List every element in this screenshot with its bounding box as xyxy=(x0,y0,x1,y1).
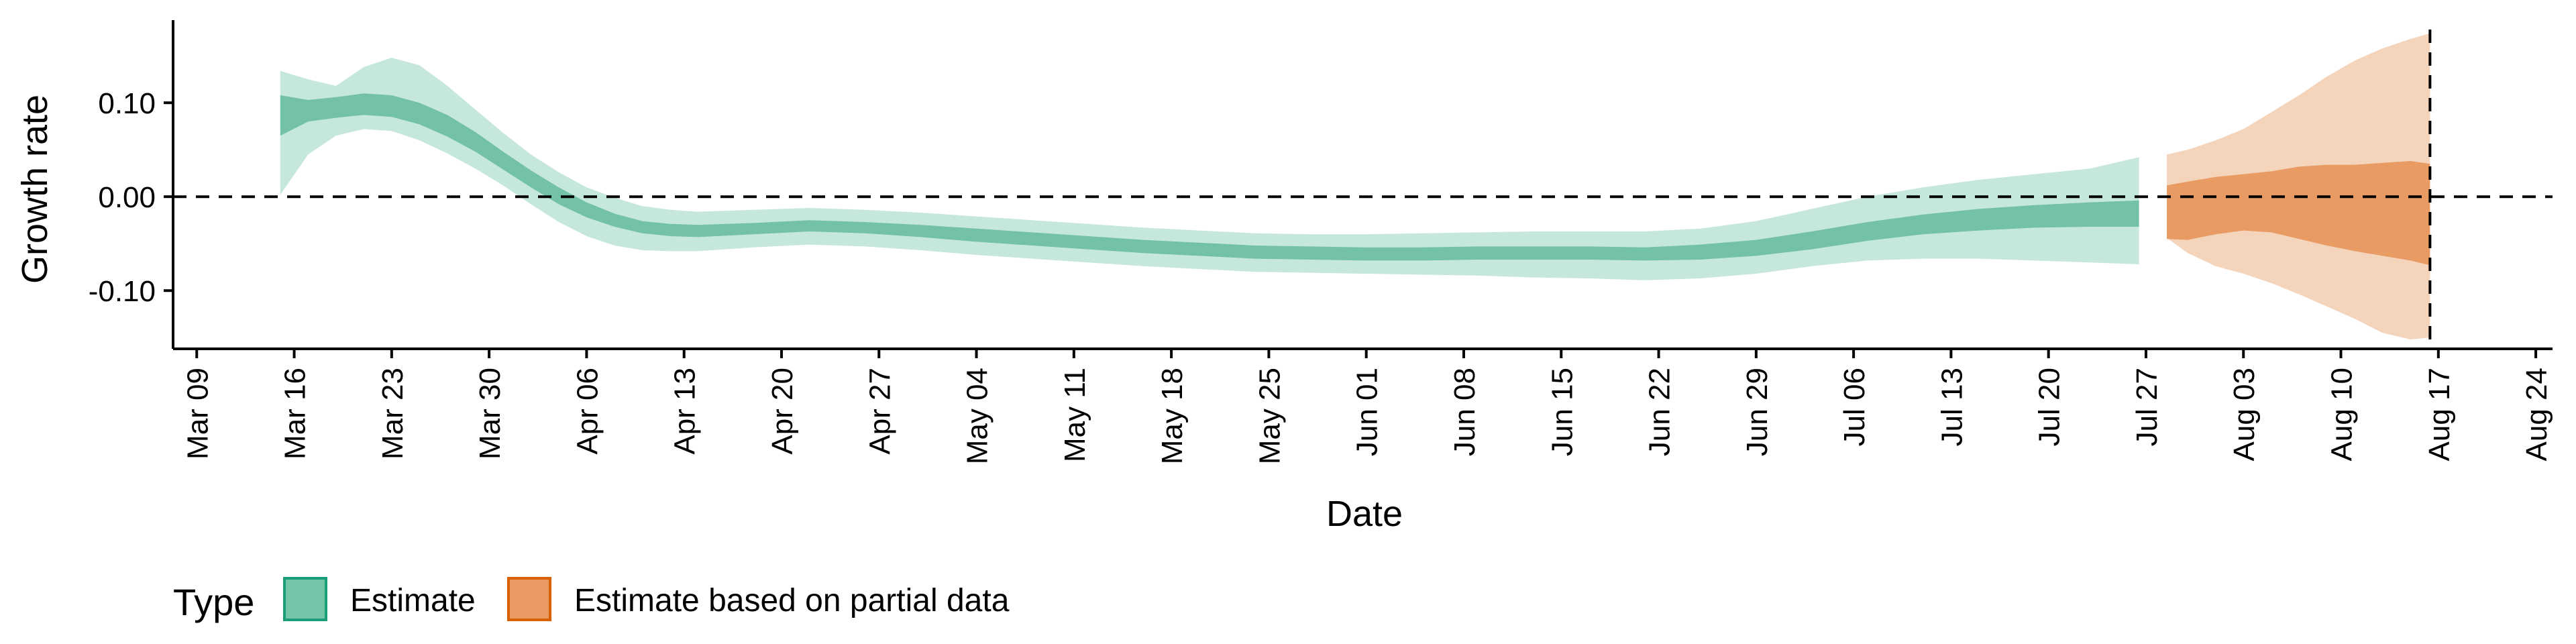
x-tick-label: Aug 03 xyxy=(2228,368,2261,461)
x-tick-label: Apr 27 xyxy=(863,368,896,455)
x-tick-label: Mar 23 xyxy=(376,368,409,460)
x-tick-label: Mar 30 xyxy=(474,368,506,460)
legend-key-partial xyxy=(507,577,551,621)
legend-label-estimate: Estimate xyxy=(350,583,476,619)
x-tick-label: May 18 xyxy=(1156,368,1189,464)
x-tick-label: Jun 01 xyxy=(1351,368,1384,456)
x-tick-label: Mar 16 xyxy=(279,368,312,460)
axes xyxy=(164,20,2553,358)
x-tick-label: Jun 29 xyxy=(1741,368,1774,456)
legend-title: Type xyxy=(173,581,254,623)
x-tick-label: May 25 xyxy=(1253,368,1286,464)
y-tick-label: 0.00 xyxy=(98,181,156,214)
x-tick-label: Aug 10 xyxy=(2326,368,2359,461)
y-tick-labels: 0.10 0.00 -0.10 xyxy=(89,87,156,308)
x-tick-label: May 04 xyxy=(961,368,994,464)
x-tick-label: Apr 06 xyxy=(571,368,604,455)
y-tick-label: -0.10 xyxy=(89,275,156,308)
x-tick-label: Jul 20 xyxy=(2033,368,2066,446)
partial-estimate-inner-band xyxy=(2167,161,2430,266)
x-tick-label: Jun 22 xyxy=(1644,368,1676,456)
x-tick-label: Apr 20 xyxy=(766,368,799,455)
y-axis-title: Growth rate xyxy=(15,95,55,284)
y-tick-label: 0.10 xyxy=(98,87,156,120)
x-tick-label: Jul 06 xyxy=(1838,368,1871,446)
x-axis-title: Date xyxy=(1326,494,1403,534)
x-tick-label: Jul 13 xyxy=(1935,368,1968,446)
x-tick-label: Aug 24 xyxy=(2520,368,2553,461)
x-tick-label: Apr 13 xyxy=(669,368,702,455)
x-tick-label: Aug 17 xyxy=(2423,368,2456,461)
plot-bands xyxy=(280,33,2430,339)
legend-key-estimate xyxy=(283,577,327,621)
legend-label-partial: Estimate based on partial data xyxy=(574,583,1010,619)
legend: Type Estimate Estimate based on partial d… xyxy=(173,577,1010,623)
x-tick-label: Jul 27 xyxy=(2131,368,2163,446)
x-tick-labels: Mar 09 Mar 16 Mar 23 Mar 30 Apr 06 Apr 13 Apr … xyxy=(181,368,2553,464)
x-tick-label: Mar 09 xyxy=(181,368,214,460)
x-tick-label: May 11 xyxy=(1059,368,1091,462)
x-tick-label: Jun 15 xyxy=(1546,368,1578,456)
x-tick-label: Jun 08 xyxy=(1448,368,1481,456)
